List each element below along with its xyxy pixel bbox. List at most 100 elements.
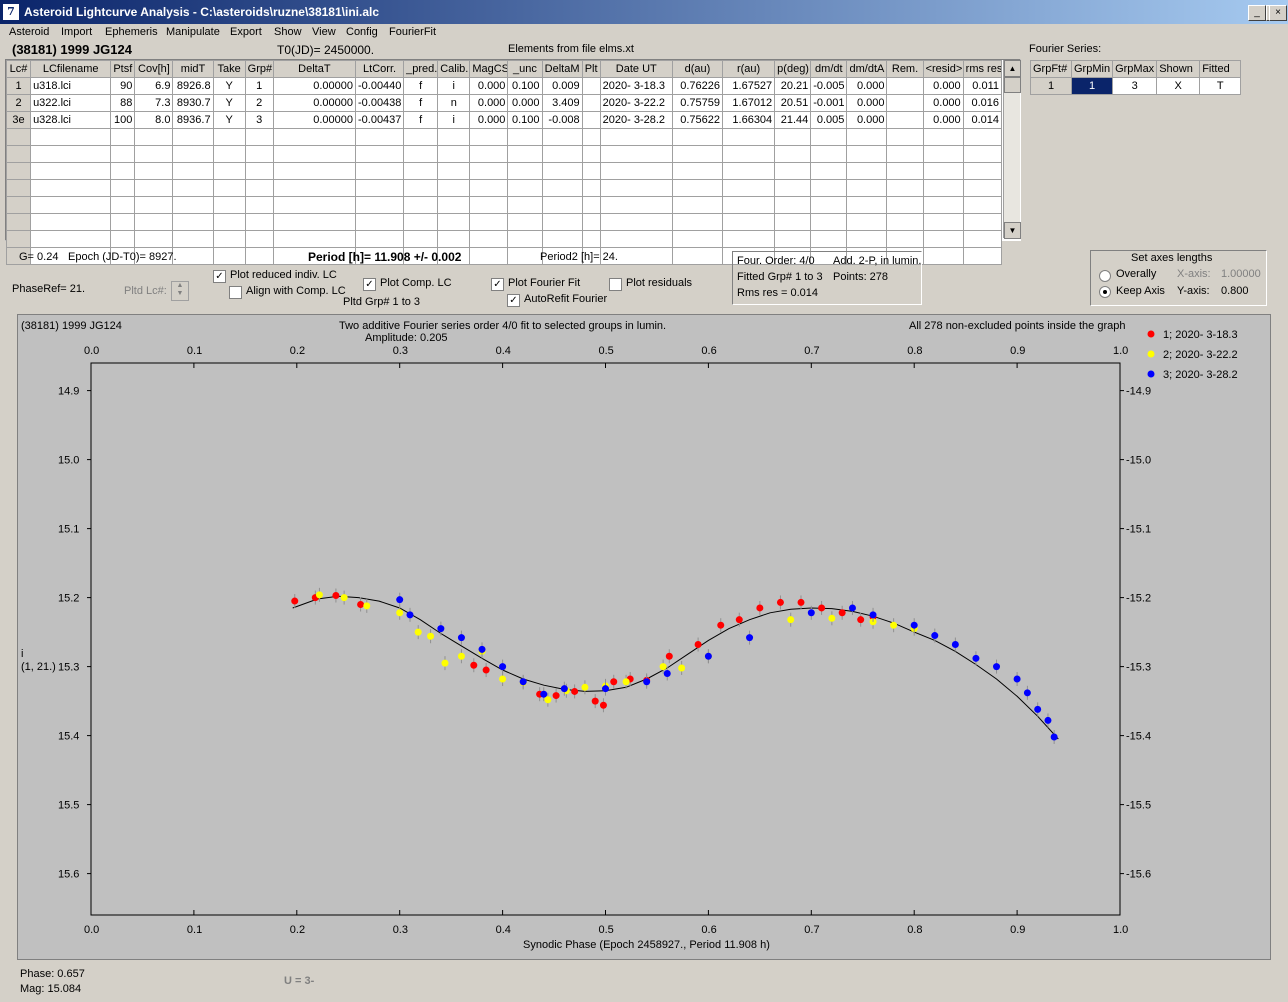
table-cell[interactable] xyxy=(110,179,136,197)
table-cell[interactable] xyxy=(212,247,246,265)
table-cell[interactable]: 8930.7 xyxy=(172,94,214,112)
table-cell[interactable] xyxy=(172,196,214,214)
table-cell[interactable] xyxy=(541,128,583,146)
lc-header-cell[interactable]: Calib. xyxy=(437,60,471,78)
table-cell[interactable] xyxy=(922,196,964,214)
table-cell[interactable] xyxy=(30,145,112,163)
table-cell[interactable]: i xyxy=(437,111,471,129)
table-cell[interactable] xyxy=(272,145,356,163)
table-cell[interactable] xyxy=(774,145,812,163)
table-cell[interactable]: 0.00000 xyxy=(272,77,356,95)
table-cell[interactable] xyxy=(469,196,509,214)
table-cell[interactable] xyxy=(671,213,724,231)
lc-header-cell[interactable]: p(deg) xyxy=(774,60,812,78)
table-cell[interactable]: 0.000 xyxy=(469,94,509,112)
spin-down-icon[interactable]: ▼ xyxy=(176,290,184,297)
table-cell[interactable] xyxy=(272,128,356,146)
menu-ephemeris[interactable]: Ephemeris xyxy=(105,26,158,38)
table-cell[interactable] xyxy=(507,230,543,248)
table-cell[interactable] xyxy=(886,128,924,146)
table-cell[interactable] xyxy=(810,128,848,146)
table-cell[interactable] xyxy=(810,145,848,163)
table-cell[interactable]: 7.3 xyxy=(134,94,174,112)
lc-header-cell[interactable]: _unc xyxy=(507,60,543,78)
table-cell[interactable] xyxy=(110,162,136,180)
row-header-cell[interactable] xyxy=(5,179,32,197)
table-cell[interactable] xyxy=(581,230,601,248)
table-cell[interactable] xyxy=(469,213,509,231)
table-cell[interactable] xyxy=(581,111,601,129)
table-cell[interactable] xyxy=(922,179,964,197)
table-cell[interactable] xyxy=(774,162,812,180)
scroll-thumb[interactable] xyxy=(1004,77,1021,93)
table-cell[interactable]: i xyxy=(437,77,471,95)
table-cell[interactable] xyxy=(962,247,1003,265)
table-cell[interactable] xyxy=(244,213,274,231)
table-cell[interactable] xyxy=(962,128,1003,146)
table-cell[interactable] xyxy=(212,179,246,197)
table-cell[interactable] xyxy=(581,94,601,112)
table-cell[interactable]: 100 xyxy=(110,111,136,129)
table-cell[interactable] xyxy=(212,213,246,231)
table-cell[interactable] xyxy=(110,196,136,214)
table-cell[interactable] xyxy=(581,128,601,146)
fs-cell-grpft[interactable]: 1 xyxy=(1030,77,1072,95)
lc-table[interactable]: Lc# LCfilename Ptsf Cov[h] midT Take Grp# Delta… xyxy=(5,60,1003,265)
table-cell[interactable]: 1.67012 xyxy=(722,94,776,112)
table-cell[interactable] xyxy=(922,128,964,146)
period2-value[interactable]: Period2 [h]= 24. xyxy=(540,251,618,263)
table-cell[interactable]: u322.lci xyxy=(30,94,112,112)
lc-header-cell[interactable]: d(au) xyxy=(671,60,724,78)
table-cell[interactable] xyxy=(846,145,888,163)
table-cell[interactable]: 0.75759 xyxy=(671,94,724,112)
table-cell[interactable]: 8.0 xyxy=(134,111,174,129)
table-cell[interactable]: 6.9 xyxy=(134,77,174,95)
table-cell[interactable] xyxy=(110,128,136,146)
table-cell[interactable] xyxy=(30,213,112,231)
table-cell[interactable] xyxy=(846,213,888,231)
lc-header-cell[interactable]: Plt xyxy=(581,60,601,78)
lc-header-cell[interactable]: Date UT xyxy=(599,60,673,78)
table-cell[interactable] xyxy=(599,179,673,197)
table-cell[interactable] xyxy=(354,213,405,231)
table-cell[interactable] xyxy=(722,213,776,231)
table-cell[interactable] xyxy=(962,179,1003,197)
table-cell[interactable]: 0.000 xyxy=(922,111,964,129)
table-cell[interactable] xyxy=(886,179,924,197)
table-cell[interactable] xyxy=(671,162,724,180)
table-cell[interactable]: 0.000 xyxy=(846,94,888,112)
table-cell[interactable]: 88 xyxy=(110,94,136,112)
menu-view[interactable]: View xyxy=(312,26,336,38)
table-cell[interactable] xyxy=(581,77,601,95)
table-cell[interactable] xyxy=(30,162,112,180)
table-cell[interactable] xyxy=(272,179,356,197)
y-axis-value[interactable]: 0.800 xyxy=(1221,285,1249,297)
table-cell[interactable] xyxy=(922,162,964,180)
table-cell[interactable] xyxy=(30,230,112,248)
table-cell[interactable] xyxy=(962,162,1003,180)
autorefit-checkbox[interactable]: ✓ xyxy=(507,294,520,307)
table-cell[interactable] xyxy=(437,128,471,146)
table-cell[interactable] xyxy=(774,230,812,248)
table-cell[interactable]: 20.21 xyxy=(774,77,812,95)
lc-header-cell[interactable]: rms res xyxy=(962,60,1003,78)
lc-header-cell[interactable]: DeltaM xyxy=(541,60,583,78)
table-row[interactable] xyxy=(5,196,1003,214)
lc-header-cell[interactable]: Grp# xyxy=(244,60,274,78)
table-cell[interactable] xyxy=(272,196,356,214)
menu-config[interactable]: Config xyxy=(346,26,378,38)
table-cell[interactable] xyxy=(922,145,964,163)
table-cell[interactable] xyxy=(354,247,405,265)
row-header-cell[interactable] xyxy=(5,145,32,163)
table-cell[interactable] xyxy=(212,145,246,163)
menu-asteroid[interactable]: Asteroid xyxy=(9,26,50,38)
table-cell[interactable] xyxy=(846,179,888,197)
plot-comp-checkbox[interactable]: ✓ xyxy=(363,278,376,291)
table-cell[interactable] xyxy=(354,230,405,248)
table-cell[interactable] xyxy=(846,162,888,180)
table-cell[interactable]: Y xyxy=(212,94,246,112)
table-cell[interactable]: 0.75622 xyxy=(671,111,724,129)
table-cell[interactable] xyxy=(722,162,776,180)
table-cell[interactable] xyxy=(886,213,924,231)
table-cell[interactable] xyxy=(774,179,812,197)
